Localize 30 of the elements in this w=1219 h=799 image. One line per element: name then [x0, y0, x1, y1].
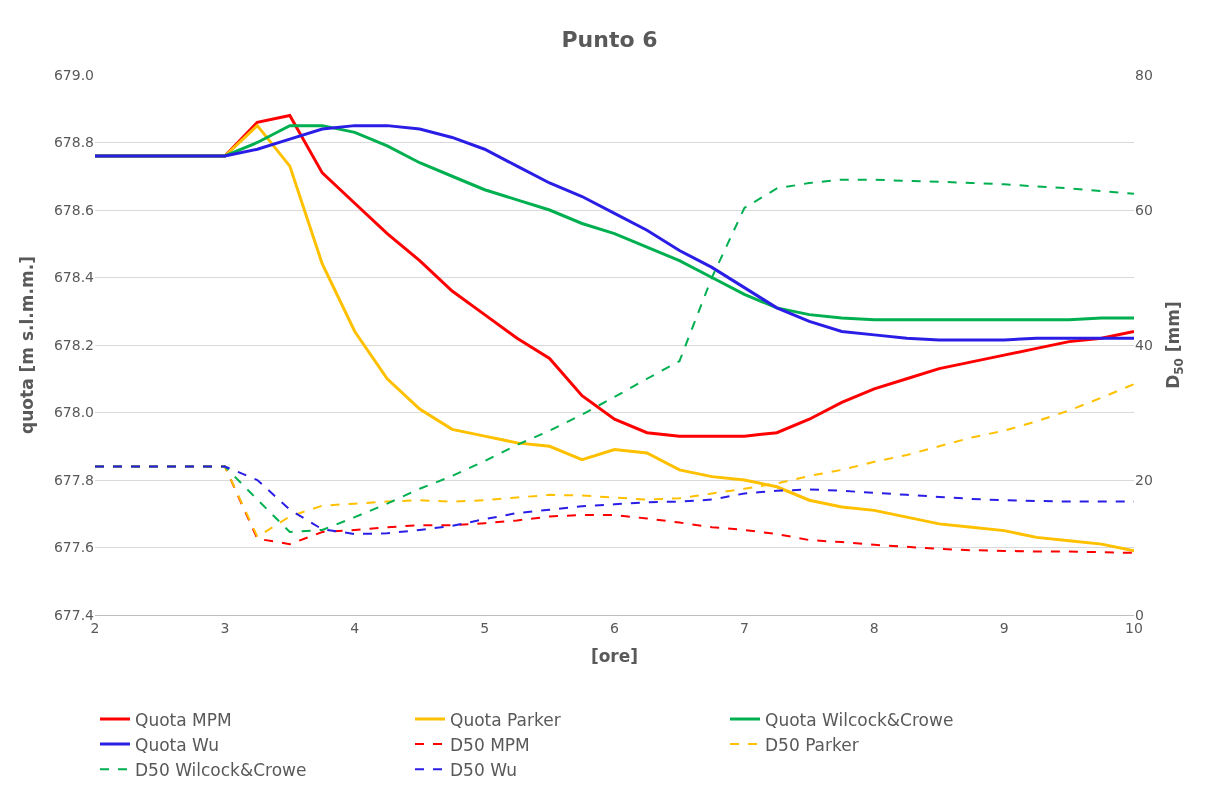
x-axis-title: [ore]	[590, 646, 639, 667]
y-axis-title: quota [m s.l.m.m.]	[17, 256, 38, 434]
legend-label: Quota MPM	[135, 709, 232, 730]
y-tick-label: 678.4	[53, 269, 95, 286]
y2-tick-label: 80	[1135, 66, 1153, 83]
legend-label: Quota Wu	[135, 734, 220, 755]
chart-title: Punto 6	[561, 27, 658, 53]
x-tick-label: 3	[220, 619, 230, 636]
legend-label: Quota Parker	[450, 709, 561, 730]
y2-tick-label: 40	[1135, 336, 1153, 353]
y-tick-label: 678.8	[53, 134, 94, 151]
y-tick-label: 678.0	[53, 404, 94, 421]
x-tick-label: 4	[350, 619, 360, 636]
x-tick-label: 5	[480, 619, 490, 636]
x-tick-label: 6	[610, 619, 620, 636]
legend-label: D50 Parker	[765, 734, 859, 755]
legend-label: D50 Wu	[450, 759, 518, 780]
legend-label: Quota Wilcock&Crowe	[765, 709, 954, 730]
y-tick-label: 679.0	[53, 66, 94, 83]
y-tick-label: 677.6	[53, 539, 95, 556]
legend-label: D50 MPM	[450, 734, 530, 755]
y2-tick-label: 60	[1135, 201, 1153, 218]
y-tick-label: 678.2	[53, 336, 94, 353]
legend-label: D50 Wilcock&Crowe	[135, 759, 307, 780]
y-tick-label: 678.6	[53, 201, 95, 218]
x-tick-label: 7	[739, 619, 749, 636]
x-tick-label: 9	[999, 619, 1009, 636]
y2-tick-label: 20	[1135, 471, 1153, 488]
x-tick-label: 8	[869, 619, 879, 636]
y-tick-label: 677.8	[53, 471, 94, 488]
